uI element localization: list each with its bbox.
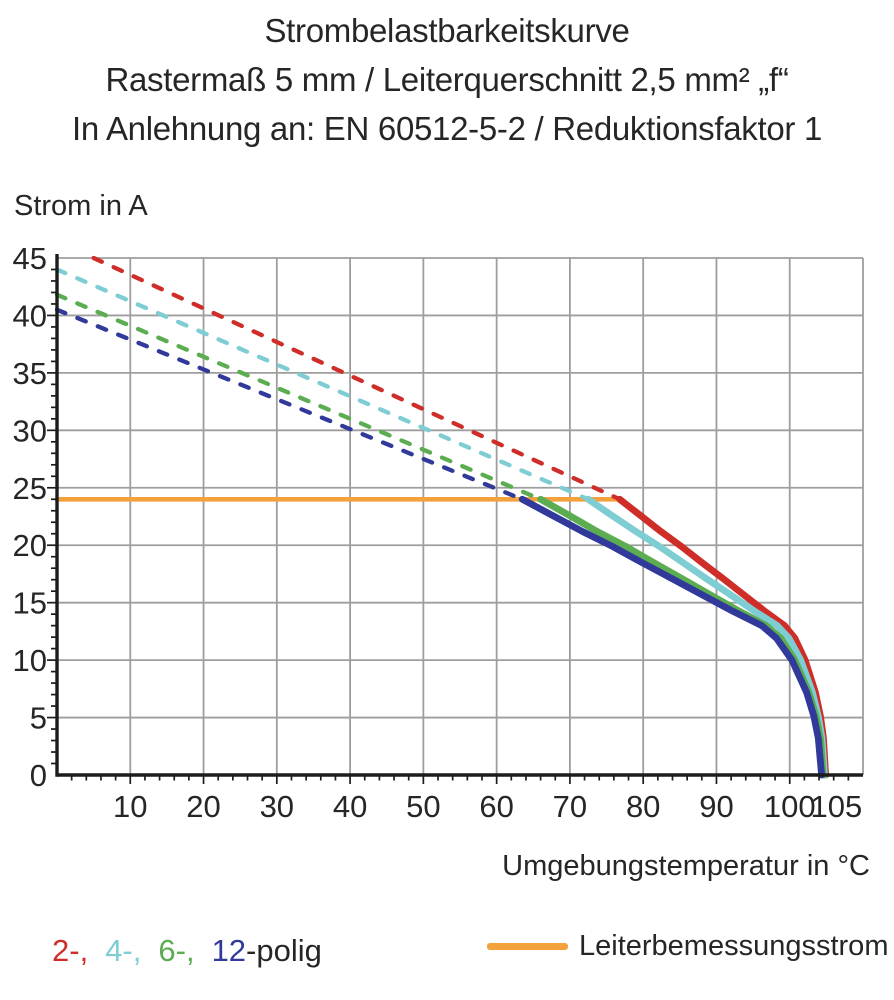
y-tick-label: 40 (13, 298, 47, 333)
x-tick-label: 70 (553, 789, 587, 824)
legend-rated-current: Leiterbemessungsstrom (487, 930, 888, 963)
x-tick-label: 20 (186, 789, 220, 824)
series-12-polig (54, 307, 826, 779)
x-tick-label: 80 (626, 789, 660, 824)
axes (55, 254, 863, 777)
series-2-polig-dashed (91, 255, 622, 502)
x-tick-label: 40 (333, 789, 367, 824)
y-axis-title: Strom in A (14, 190, 148, 222)
chart-standard-note: In Anlehnung an: EN 60512-5-2 / Reduktio… (71, 110, 822, 147)
y-tick-label: 20 (13, 528, 47, 563)
y-tick-label: 10 (13, 643, 47, 678)
legend-pole-counts: 2-, 4-, 6-, 12-polig (52, 933, 322, 969)
legend-pole-item: 4-, (105, 933, 142, 968)
rated-current-label: Leiterbemessungsstrom (579, 930, 889, 962)
x-tick-label: 30 (260, 789, 294, 824)
y-tick-label: 30 (13, 413, 47, 448)
series-12-polig-solid (518, 495, 826, 779)
x-tick-label: 90 (699, 789, 733, 824)
rated-current-swatch (487, 943, 568, 950)
series-12-polig-dashed (54, 307, 525, 502)
chart-subtitle: Rastermaß 5 mm / Leiterquerschnitt 2,5 m… (105, 61, 789, 98)
x-tick-label: 105 (810, 789, 862, 824)
y-tick-label: 15 (13, 586, 47, 621)
series-6-polig (54, 292, 827, 779)
legend-pole-item: 6-, (158, 933, 195, 968)
y-tick-label: 25 (13, 471, 47, 506)
current-capacity-chart: 0 5 10 15 20 25 30 35 40 45 10 20 30 40 50 60 70 80 90 1001… (13, 241, 864, 824)
y-tick-label: 5 (30, 701, 47, 736)
series-4-polig (54, 267, 828, 779)
y-tick-label: 35 (13, 356, 47, 391)
chart-title-block: Strombelastbarkeitskurve Rastermaß 5 mm … (0, 6, 894, 153)
y-tick-label: 45 (13, 241, 47, 276)
series-6-polig-dashed (54, 292, 543, 502)
legend-pole-suffix: -polig (246, 933, 322, 968)
tick-marks (47, 268, 850, 784)
x-axis-title: Umgebungstemperatur in °C (502, 850, 870, 882)
series-6-polig-solid (537, 495, 827, 779)
series-4-polig-dashed (54, 267, 591, 502)
x-tick-label: 10 (113, 789, 147, 824)
legend-pole-item: 12 (211, 933, 247, 968)
x-tick-label: 100 (764, 789, 816, 824)
x-tick-label: 50 (406, 789, 440, 824)
chart-title: Strombelastbarkeitskurve (264, 12, 630, 49)
legend-pole-item: 2-, (52, 933, 89, 968)
x-tick-label: 60 (479, 789, 513, 824)
tick-labels: 0 5 10 15 20 25 30 35 40 45 10 20 30 40 50 60 70 80 90 1001… (13, 241, 863, 824)
gridlines (57, 257, 864, 775)
y-tick-label: 0 (30, 758, 47, 793)
